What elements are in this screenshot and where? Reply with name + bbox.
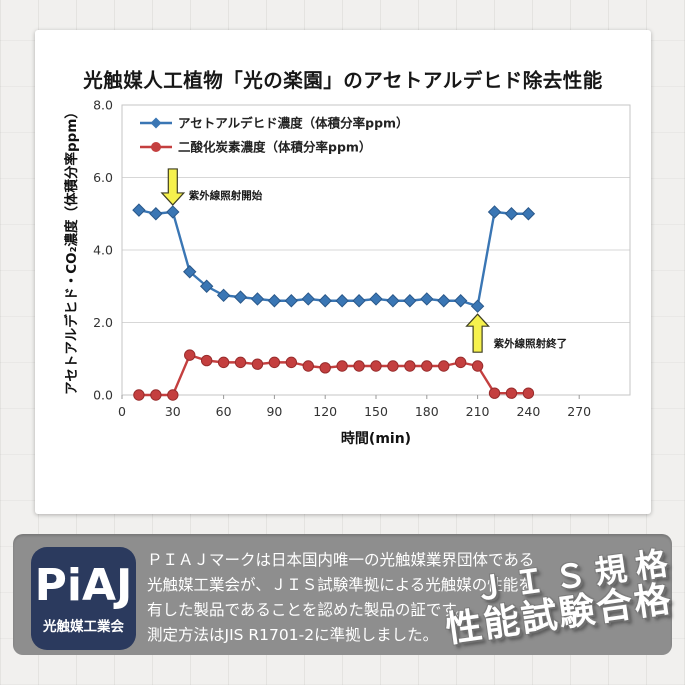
x-axis-labels: 0 30 60 90 120 150 180 210 240 270 <box>118 395 591 419</box>
svg-text:270: 270 <box>567 404 591 419</box>
svg-text:60: 60 <box>216 404 232 419</box>
svg-text:紫外線照射開始: 紫外線照射開始 <box>189 189 263 202</box>
svg-text:6.0: 6.0 <box>93 170 113 185</box>
line-chart: 0 30 60 90 120 150 180 210 240 270 0.0 2.0 4.0 6.0 8.0… <box>63 98 631 447</box>
svg-text:30: 30 <box>165 404 181 419</box>
svg-text:180: 180 <box>415 404 439 419</box>
uv-arrow-icon <box>465 313 490 353</box>
svg-text:150: 150 <box>364 404 388 419</box>
certification-description: ＰＩＡＪマークは日本国内唯一の光触媒業界団体である 光触媒工業会が、ＪＩＳ試験準… <box>147 548 617 648</box>
certification-panel: PiAJ 光触媒工業会 ＰＩＡＪマークは日本国内唯一の光触媒業界団体である 光触… <box>13 534 672 655</box>
piaj-logo-org: 光触媒工業会 <box>43 619 124 635</box>
y-axis-title: アセトアルデヒド・CO₂濃度（体積分率ppm） <box>63 105 80 395</box>
svg-text:2.0: 2.0 <box>93 315 113 330</box>
y-axis-labels: 0.0 2.0 4.0 6.0 8.0 <box>93 98 113 403</box>
description-line: 有した製品であることを認めた製品の証です。 <box>147 601 471 619</box>
svg-text:アセトアルデヒド濃度（体積分率ppm）: アセトアルデヒド濃度（体積分率ppm） <box>178 116 409 131</box>
svg-text:0.0: 0.0 <box>93 388 113 403</box>
piaj-logo-text: PiAJ <box>34 560 133 611</box>
x-axis-title: 時間(min) <box>341 430 411 447</box>
svg-text:紫外線照射終了: 紫外線照射終了 <box>494 337 567 350</box>
svg-text:240: 240 <box>516 404 540 419</box>
piaj-logo: PiAJ 光触媒工業会 <box>31 547 136 650</box>
svg-text:120: 120 <box>313 404 337 419</box>
svg-text:210: 210 <box>466 404 490 419</box>
svg-text:8.0: 8.0 <box>93 98 113 113</box>
chart-card: 光触媒人工植物「光の楽園」のアセトアルデヒド除去性能 0 30 60 90 120 150… <box>35 30 651 514</box>
series-co2 <box>133 349 535 401</box>
svg-text:4.0: 4.0 <box>93 243 113 258</box>
svg-text:0: 0 <box>118 404 126 419</box>
svg-text:二酸化炭素濃度（体積分率ppm）: 二酸化炭素濃度（体積分率ppm） <box>178 140 371 155</box>
description-line: 光触媒工業会が、ＪＩＳ試験準拠による光触媒の性能を <box>147 576 534 594</box>
description-line: 測定方法はJIS R1701-2に準拠しました。 <box>147 626 439 644</box>
description-line: ＰＩＡＪマークは日本国内唯一の光触媒業界団体である <box>147 551 535 569</box>
legend: アセトアルデヒド濃度（体積分率ppm） 二酸化炭素濃度（体積分率ppm） <box>140 116 409 155</box>
uv-arrow-icon <box>160 168 186 206</box>
annotation-uv-start: 紫外線照射開始 <box>160 168 263 206</box>
annotation-uv-end: 紫外線照射終了 <box>465 313 567 353</box>
series-acetaldehyde <box>132 203 536 313</box>
svg-text:90: 90 <box>266 404 282 419</box>
chart-title: 光触媒人工植物「光の楽園」のアセトアルデヒド除去性能 <box>83 69 603 92</box>
